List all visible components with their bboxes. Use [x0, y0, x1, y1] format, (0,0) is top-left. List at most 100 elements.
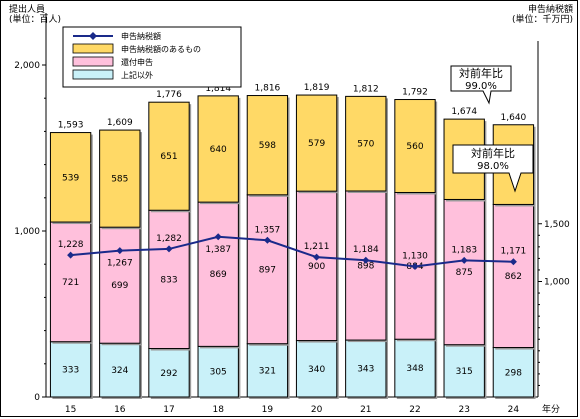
bar-segment-label: 298: [505, 368, 522, 378]
x-unit-label: 年分: [542, 403, 560, 415]
legend-item-refund: 還付申告: [72, 56, 153, 67]
bar-segment: [148, 101, 190, 211]
bar-segment: [394, 338, 436, 398]
callout-people-ratio-title: 対前年比: [471, 146, 515, 160]
left-tick-label: 0: [34, 393, 40, 403]
bar-segment-label: 324: [111, 366, 128, 376]
x-tick-label: 16: [114, 405, 126, 415]
tax-line-label: 1,357: [255, 225, 281, 235]
tax-line-group: 1,228 1,267 1,282 1,387 1,357 1,211 1,184 1,130…: [58, 225, 527, 270]
legend-label-tax-amount: 申告納税額: [121, 31, 161, 41]
bar-segment-label: 721: [62, 278, 79, 288]
right-axis-title-line1: 申告納税額: [528, 3, 573, 15]
bar-segment: [148, 348, 190, 398]
bar-total-label: 1,812: [353, 84, 379, 94]
bar-segment-label: 640: [210, 145, 227, 155]
tax-line-point: [313, 253, 321, 261]
tax-line-point: [509, 258, 517, 266]
bar-total-label: 1,593: [58, 121, 84, 131]
bar-segment: [492, 203, 535, 349]
bar-segment-label: 321: [259, 366, 276, 376]
tax-line-label: 1,267: [107, 259, 133, 269]
tax-line-label: 1,184: [353, 245, 379, 255]
bar-total-label: 1,776: [156, 90, 182, 100]
bar-segment: [148, 209, 190, 350]
right-axis-title-line2: (単位：千万円): [512, 13, 573, 25]
left-tick-label: 2,000: [14, 61, 40, 71]
tax-line-point: [460, 256, 468, 264]
callout-people-ratio-value: 98.0%: [477, 161, 509, 172]
bar-segment-label: 315: [456, 367, 473, 377]
legend-item-other: 上記以外: [72, 69, 153, 80]
bar-segment: [443, 344, 485, 398]
bar-segment-label: 875: [456, 268, 473, 278]
bar-segment-label: 897: [259, 265, 276, 275]
bars-group: 333 721 539 1,593 15 324 699 585 1,609 16 292 833 65…: [49, 83, 536, 415]
x-tick-label: 20: [311, 405, 323, 415]
legend-item-with-tax: 申告納税額のあるもの: [72, 43, 201, 54]
bar-segment-label: 579: [308, 139, 325, 149]
tax-line-label: 1,282: [156, 234, 182, 244]
legend-label-with-tax: 申告納税額のあるもの: [121, 44, 201, 54]
bar-segment: [394, 99, 436, 193]
bar-segment: [99, 342, 141, 398]
bar-segment: [246, 95, 289, 196]
x-tick-label: 23: [458, 405, 469, 415]
tax-line-point: [263, 236, 271, 244]
bar-segment-label: 898: [357, 262, 374, 272]
bar-segment-label: 900: [308, 262, 325, 272]
bar-segment-label: 560: [406, 142, 423, 152]
callout-tax-ratio-title: 対前年比: [459, 66, 503, 80]
bar-segment-label: 598: [259, 141, 276, 151]
bar-total-label: 1,816: [255, 84, 281, 94]
bar-segment: [345, 190, 387, 341]
bar-total-label: 1,609: [107, 118, 133, 128]
legend-label-refund: 還付申告: [121, 57, 153, 67]
bar-segment: [49, 221, 92, 343]
x-tick-label: 21: [360, 405, 371, 415]
bar-segment: [49, 132, 92, 223]
tax-line-label: 1,171: [501, 247, 527, 257]
callout-people-ratio: 対前年比 98.0%: [452, 144, 534, 193]
bar-total-label: 1,814: [205, 84, 231, 94]
left-axis-title-line1: 提出人員: [9, 3, 45, 15]
x-tick-label: 24: [508, 405, 520, 415]
bar-segment-label: 343: [357, 365, 374, 375]
tax-line-label: 1,387: [205, 245, 231, 255]
bar-segment: [246, 343, 289, 398]
bar-segment: [197, 345, 239, 398]
tax-line-point: [165, 245, 173, 253]
bar-segment: [295, 190, 338, 342]
legend: 申告納税額 申告納税額のあるもの 還付申告 上記以外: [62, 26, 242, 88]
bar-segment: [443, 198, 485, 346]
legend-label-other: 上記以外: [121, 70, 153, 80]
tax-line-point: [214, 233, 222, 241]
tax-line-label: 1,228: [58, 240, 84, 250]
bar-segment: [246, 194, 289, 345]
bar-segment-label: 570: [357, 140, 374, 150]
bar-segment-label: 348: [406, 364, 423, 374]
tax-line-label: 1,211: [304, 242, 330, 252]
bar-segment-label: 869: [210, 270, 227, 280]
bar-segment: [49, 341, 92, 398]
tax-line-point: [411, 262, 419, 270]
bar-segment: [99, 226, 141, 344]
tax-line-point: [362, 256, 370, 264]
tax-line-label: 1,183: [451, 245, 477, 255]
bar-total-label: 1,792: [402, 88, 428, 98]
tax-line-label: 1,130: [402, 251, 428, 261]
bar-segment: [197, 95, 239, 203]
bar-segment-label: 340: [308, 365, 325, 375]
bar-segment: [197, 201, 239, 347]
bar-segment-label: 862: [505, 272, 522, 282]
bar-segment-label: 699: [111, 281, 128, 291]
bar-segment-label: 585: [111, 175, 128, 185]
tax-line: [70, 235, 514, 268]
callout-tax-ratio: 対前年比 99.0%: [450, 65, 512, 105]
bar-segment-label: 651: [160, 152, 177, 162]
bar-segment-label: 305: [210, 368, 227, 378]
bar-total-label: 1,640: [501, 113, 527, 123]
left-tick-label: 1,000: [14, 227, 40, 237]
